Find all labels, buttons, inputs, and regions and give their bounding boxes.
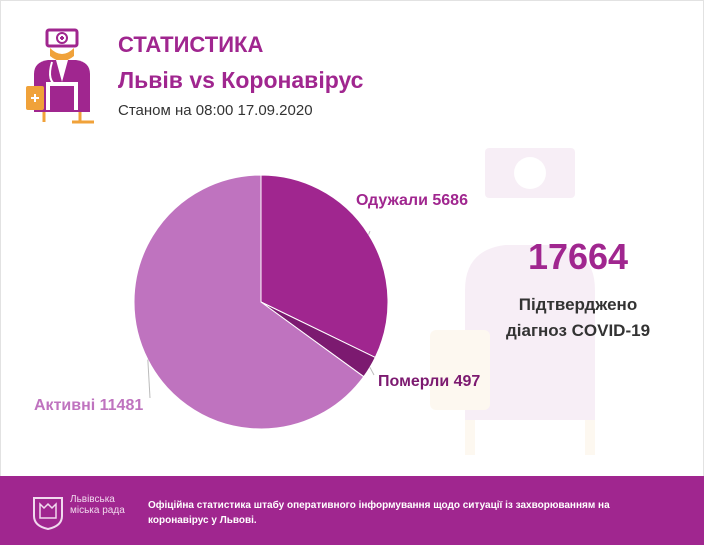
- page-subtitle: Львів vs Коронавірус: [118, 67, 364, 93]
- total-cases-caption: Підтверджено діагноз COVID-19: [488, 292, 668, 344]
- pie-slice-3: [133, 174, 365, 430]
- page-title: СТАТИСТИКА: [118, 32, 264, 57]
- pie-slice-label: Одужали 5686: [356, 192, 468, 209]
- total-cases-value: 17664: [527, 236, 629, 277]
- doctor-icon: [26, 28, 94, 124]
- pie-slice-label: Померли 497: [378, 373, 480, 390]
- total-caption-line2: діагноз COVID-19: [505, 321, 651, 340]
- pie-leader-line: [369, 367, 375, 376]
- pie-slice-1: [260, 174, 389, 359]
- footer-text: Офіційна статистика штабу оперативного і…: [148, 500, 610, 526]
- footer-bar: Львівська міська рада Офіційна статистик…: [0, 476, 704, 545]
- doctor-watermark-icon: [430, 148, 595, 455]
- as-of-timestamp: Станом на 08:00 17.09.2020: [118, 102, 313, 119]
- total-caption-line1: Підтверджено: [518, 295, 638, 314]
- pie-chart: Одужали 5686 Померли 497 Активні 11481: [34, 174, 480, 430]
- lviv-emblem-icon: [33, 497, 63, 530]
- pie-leader-line: [368, 230, 371, 235]
- pie-leader-line: [147, 359, 151, 399]
- footer-city-name: Львівська міська рада: [70, 494, 125, 516]
- pie-slice-label: Активні 11481: [34, 397, 143, 414]
